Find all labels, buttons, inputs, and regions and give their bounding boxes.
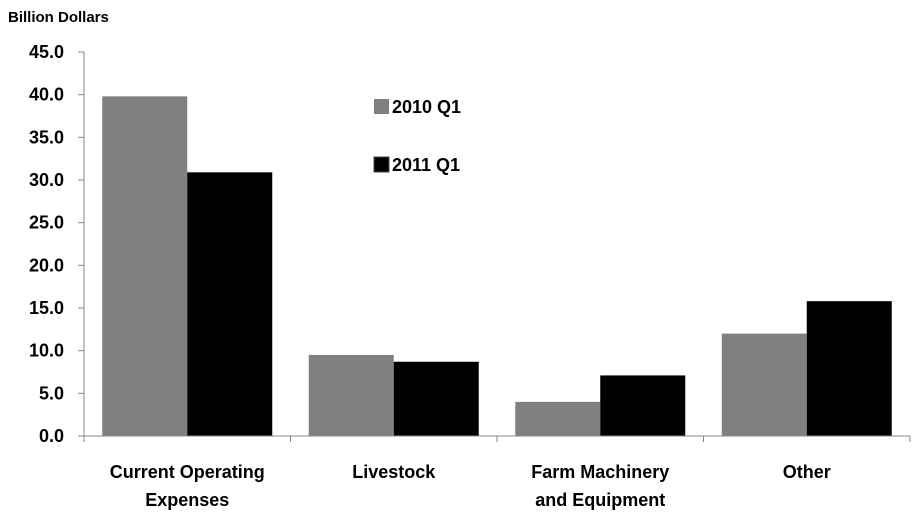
x-axis-labels: Current Operating Expenses Livestock Farm M… <box>110 462 831 510</box>
bar-2010-q1 <box>308 354 394 436</box>
legend-label: 2010 Q1 <box>392 97 461 117</box>
y-tick-label: 0.0 <box>39 426 64 446</box>
bar-2010-q1 <box>721 333 807 436</box>
bars <box>102 96 892 436</box>
y-tick-label: 10.0 <box>29 341 64 361</box>
y-tick-label: 40.0 <box>29 85 64 105</box>
legend-label: 2011 Q1 <box>392 155 460 175</box>
y-tick-label: 30.0 <box>29 170 64 190</box>
bar-2011-q1 <box>393 361 479 436</box>
x-category-label: Other <box>783 462 831 482</box>
bar-2010-q1 <box>515 401 601 436</box>
y-tick-label: 25.0 <box>29 213 64 233</box>
legend-swatch <box>373 156 390 173</box>
y-axis: 0.0 5.0 10.0 15.0 20.0 25.0 30.0 35.0 40.0 45.0 <box>29 42 84 446</box>
y-axis-unit-label: Billion Dollars <box>8 9 109 26</box>
bar-2011-q1 <box>600 375 686 436</box>
y-tick-label: 35.0 <box>29 127 64 147</box>
y-tick-label: 45.0 <box>29 42 64 62</box>
bar-2011-q1 <box>187 172 273 436</box>
x-category-label: Current Operating Expenses <box>110 462 265 510</box>
legend-swatch <box>374 99 389 114</box>
bar-2010-q1 <box>102 96 188 436</box>
x-category-label: Livestock <box>352 462 436 482</box>
y-tick-label: 20.0 <box>29 255 64 275</box>
legend: 2010 Q1 2011 Q1 <box>373 97 461 175</box>
y-tick-label: 5.0 <box>39 383 64 403</box>
y-tick-label: 15.0 <box>29 298 64 318</box>
axis-lines <box>83 52 911 442</box>
bar-2011-q1 <box>806 301 892 436</box>
x-category-label: Farm Machinery and Equipment <box>531 462 669 510</box>
